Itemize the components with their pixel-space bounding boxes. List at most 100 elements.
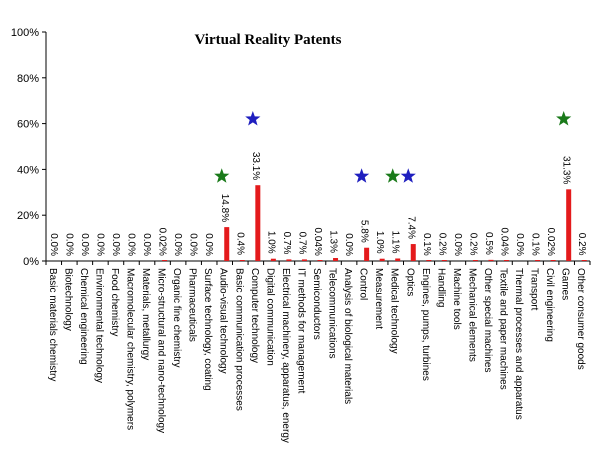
bar <box>286 259 292 261</box>
x-category-label: Control <box>358 268 369 300</box>
bar-value-label: 0.0% <box>514 233 525 256</box>
x-axis-ticks <box>45 261 591 265</box>
x-category-label: Mechanical elements <box>466 268 477 362</box>
y-tick-label: 20% <box>17 210 39 222</box>
bar-value-label: 14.8% <box>219 194 230 222</box>
x-category-label: Audio-visual technology <box>218 268 229 374</box>
value-labels: 0.0% 0.0% 0.0% 0.0% 0.0% 0.0% 0.0% 0.02% 0.0% 0.0… <box>48 152 587 256</box>
bar-value-label: 0.0% <box>141 233 152 256</box>
x-category-label: Food chemistry <box>109 268 120 336</box>
bar-value-label: 0.1% <box>530 233 541 256</box>
bar-value-label: 0.2% <box>467 233 478 256</box>
x-category-label: Environmental technology <box>93 268 104 383</box>
x-category-label: Electrical machinery, apparatus, energy <box>280 268 291 443</box>
bar-value-label: 0.1% <box>421 233 432 256</box>
bar-value-label: 0.04% <box>312 228 323 256</box>
bar-value-label: 0.0% <box>48 233 59 256</box>
bar-value-label: 0.0% <box>188 233 199 256</box>
y-tick-label: 40% <box>17 164 39 176</box>
x-category-label: Transport <box>529 268 540 311</box>
bar-value-label: 0.0% <box>94 233 105 256</box>
x-category-label: Civil engineering <box>544 268 555 342</box>
bar <box>535 260 541 261</box>
x-category-label: Handling <box>435 268 446 307</box>
bar-value-label: 0.0% <box>172 233 183 256</box>
bar <box>395 258 401 261</box>
bar-value-label: 0.0% <box>125 233 136 256</box>
star-marker <box>214 168 230 183</box>
bar-value-label: 0.0% <box>343 233 354 256</box>
bar-value-label: 1.3% <box>328 230 339 253</box>
x-category-label: Analysis of biological materials <box>342 268 353 404</box>
x-category-label: Other special machines <box>482 268 493 373</box>
bar <box>410 244 416 261</box>
bar-value-label: 1.0% <box>265 231 276 254</box>
bar-value-label: 0.2% <box>436 233 447 256</box>
bar <box>255 185 261 261</box>
x-category-label: Machine tools <box>451 268 462 330</box>
bar <box>379 258 385 261</box>
x-category-label: Medical technology <box>389 268 400 354</box>
x-category-label: Digital communication <box>264 268 275 366</box>
bar-value-label: 7.4% <box>405 216 416 239</box>
x-category-label: Computer technology <box>249 268 260 363</box>
bar <box>224 227 230 261</box>
bar <box>317 260 323 261</box>
x-category-label: Basic communication processes <box>233 268 244 411</box>
bar <box>301 259 307 261</box>
x-category-label: Chemical engineering <box>78 268 89 365</box>
x-category-label: Thermal processes and apparatus <box>513 268 524 420</box>
bar-value-label: 5.8% <box>359 220 370 243</box>
x-category-label: Materials, metallurgy <box>140 268 151 360</box>
star-markers <box>214 111 572 183</box>
x-category-label: IT methods for management <box>295 268 306 394</box>
bar-value-label: 0.4% <box>234 232 245 255</box>
x-category-label: Basic materials chemistry <box>47 268 58 381</box>
bar-value-label: 0.0% <box>203 233 214 256</box>
bar <box>441 260 447 261</box>
bar <box>239 260 245 261</box>
star-marker <box>385 168 401 183</box>
x-category-label: Optics <box>404 268 415 296</box>
x-category-label: Micro-structural and nano-technology <box>156 268 167 433</box>
x-axis-category-labels: Basic materials chemistry Biotechnology Ch… <box>47 268 586 443</box>
bar-value-label: 0.0% <box>63 233 74 256</box>
y-axis-ticks: 0% 20% 40% 60% 80% 100% <box>11 27 46 268</box>
x-category-label: Surface technology, coating <box>202 268 213 391</box>
x-category-label: Textile and paper machines <box>498 268 509 390</box>
bar <box>162 260 168 261</box>
bar-value-label: 0.2% <box>576 233 587 256</box>
x-category-label: Organic fine chemistry <box>171 268 182 367</box>
star-marker <box>354 168 370 183</box>
bar-value-label: 0.0% <box>110 233 121 256</box>
bar-value-label: 0.02% <box>157 228 168 256</box>
chart-title: Virtual Reality Patents <box>195 32 342 48</box>
y-tick-label: 0% <box>23 256 39 268</box>
bar <box>566 189 572 261</box>
bar <box>426 260 432 261</box>
x-category-label: Telecommunications <box>327 268 338 359</box>
x-category-label: Biotechnology <box>62 268 73 331</box>
bar <box>581 260 587 261</box>
bar <box>364 247 370 261</box>
bar-value-label: 0.7% <box>296 232 307 255</box>
y-tick-label: 100% <box>11 27 39 39</box>
y-tick-label: 80% <box>17 73 39 85</box>
y-tick-label: 60% <box>17 119 39 131</box>
bar-value-label: 1.1% <box>390 231 401 254</box>
bar-value-label: 0.02% <box>545 228 556 256</box>
bar <box>333 258 339 261</box>
x-category-label: Games <box>560 268 571 300</box>
x-category-label: Engines, pumps, turbines <box>420 268 431 381</box>
bar <box>472 260 478 261</box>
bar-value-label: 0.5% <box>483 232 494 255</box>
bar-value-label: 1.0% <box>374 231 385 254</box>
bar-value-label: 33.1% <box>250 152 261 180</box>
bar <box>504 260 510 261</box>
bar-value-label: 0.0% <box>452 233 463 256</box>
star-marker <box>245 111 261 126</box>
x-category-label: Macromolecular chemistry, polymers <box>124 268 135 430</box>
star-marker <box>400 168 416 183</box>
